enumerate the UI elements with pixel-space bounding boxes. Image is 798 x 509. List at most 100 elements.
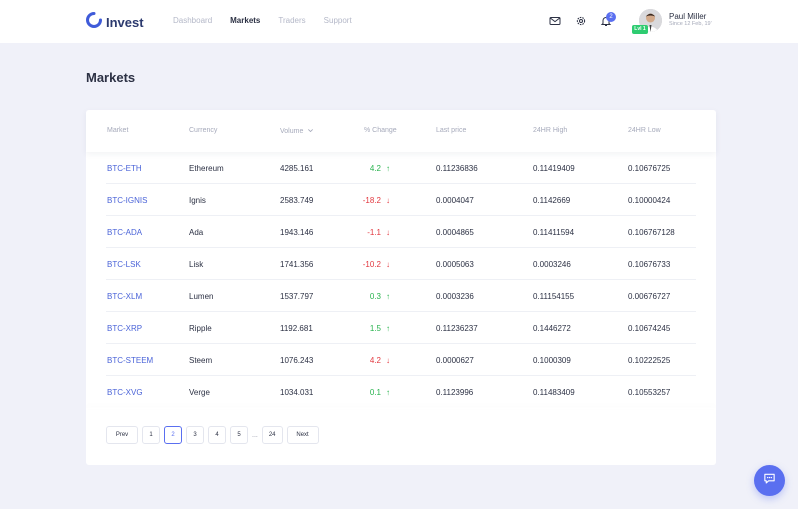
table-header: Market Currency Volume % Change Last pri… <box>86 110 716 152</box>
notification-badge: 2 <box>606 12 616 22</box>
change-cell: -18.2 ↓ <box>349 196 390 205</box>
arrow-up-icon: ↑ <box>386 324 390 333</box>
currency-cell: Ripple <box>189 324 212 333</box>
chevron-down-icon <box>307 127 314 136</box>
column-last-price[interactable]: Last price <box>436 127 467 134</box>
nav-dashboard[interactable]: Dashboard <box>173 16 213 25</box>
column-currency[interactable]: Currency <box>189 127 218 134</box>
market-link[interactable]: BTC-XLM <box>107 292 143 301</box>
low-cell: 0.10222525 <box>628 356 671 365</box>
market-link[interactable]: BTC-ADA <box>107 228 143 237</box>
page-button-last[interactable]: 24 <box>261 426 283 444</box>
table-row[interactable]: BTC-XVG Verge 1034.031 0.1 ↑ 0.1123996 0.… <box>106 376 696 408</box>
change-value: 4.2 <box>369 164 381 173</box>
page-button-4[interactable]: 4 <box>208 426 226 444</box>
market-link[interactable]: BTC-XVG <box>107 388 143 397</box>
high-cell: 0.11154155 <box>533 292 575 301</box>
market-link[interactable]: BTC-STEEM <box>107 356 154 365</box>
column-24hr-high[interactable]: 24HR High <box>533 127 568 134</box>
user-since: Since 12 Feb, 19' <box>669 21 712 27</box>
level-badge: Lvl 1 <box>632 25 648 34</box>
top-bar: Invest Dashboard Markets Traders Support… <box>0 0 798 43</box>
table-row[interactable]: BTC-ETH Ethereum 4285.161 4.2 ↑ 0.1123683… <box>106 152 696 184</box>
prev-page-button[interactable]: Prev <box>106 426 138 444</box>
arrow-up-icon: ↑ <box>386 164 390 173</box>
low-cell: 0.106767128 <box>628 228 675 237</box>
nav-support[interactable]: Support <box>323 16 352 25</box>
last-price-cell: 0.0004865 <box>436 228 474 237</box>
low-cell: 0.10553257 <box>628 388 671 397</box>
table-row[interactable]: BTC-LSK Lisk 1741.356 -10.2 ↓ 0.0005063 0… <box>106 248 696 280</box>
change-value: 0.3 <box>369 292 381 301</box>
change-cell: -10.2 ↓ <box>349 260 390 269</box>
chat-button[interactable] <box>754 465 785 496</box>
last-price-cell: 0.11236237 <box>436 324 478 333</box>
table-row[interactable]: BTC-XLM Lumen 1537.797 0.3 ↑ 0.0003236 0.… <box>106 280 696 312</box>
table-row[interactable]: BTC-STEEM Steem 1076.243 4.2 ↓ 0.0000627 … <box>106 344 696 376</box>
arrow-down-icon: ↓ <box>386 260 390 269</box>
brand-logo[interactable]: Invest <box>86 12 144 33</box>
main-nav: Dashboard Markets Traders Support <box>173 16 370 25</box>
change-cell: 4.2 ↓ <box>349 356 390 365</box>
market-link[interactable]: BTC-IGNIS <box>107 196 148 205</box>
column-volume-label: Volume <box>280 128 304 135</box>
last-price-cell: 0.0005063 <box>436 260 474 269</box>
change-value: 4.2 <box>369 356 381 365</box>
page-button-2[interactable]: 2 <box>164 426 182 444</box>
high-cell: 0.11483409 <box>533 388 575 397</box>
arrow-up-icon: ↑ <box>386 388 390 397</box>
change-cell: 0.3 ↑ <box>349 292 390 301</box>
arrow-down-icon: ↓ <box>386 356 390 365</box>
page-button-1[interactable]: 1 <box>142 426 160 444</box>
mail-icon[interactable] <box>549 15 561 27</box>
currency-cell: Lisk <box>189 260 204 269</box>
volume-cell: 4285.161 <box>280 164 314 173</box>
chat-bubble-icon <box>763 472 776 490</box>
table-row[interactable]: BTC-ADA Ada 1943.146 -1.1 ↓ 0.0004865 0.1… <box>106 216 696 248</box>
currency-cell: Ada <box>189 228 204 237</box>
page-button-3[interactable]: 3 <box>186 426 204 444</box>
low-cell: 0.10000424 <box>628 196 671 205</box>
table-row[interactable]: BTC-XRP Ripple 1192.681 1.5 ↑ 0.11236237 … <box>106 312 696 344</box>
column-volume[interactable]: Volume <box>280 127 314 136</box>
last-price-cell: 0.1123996 <box>436 388 474 397</box>
column-change[interactable]: % Change <box>364 127 397 134</box>
market-link[interactable]: BTC-ETH <box>107 164 142 173</box>
last-price-cell: 0.11236836 <box>436 164 478 173</box>
nav-traders[interactable]: Traders <box>278 16 306 25</box>
change-value: 0.1 <box>369 388 381 397</box>
market-link[interactable]: BTC-LSK <box>107 260 141 269</box>
arrow-down-icon: ↓ <box>386 196 390 205</box>
low-cell: 0.10676733 <box>628 260 671 269</box>
volume-cell: 1741.356 <box>280 260 314 269</box>
high-cell: 0.1142669 <box>533 196 571 205</box>
change-value: -18.2 <box>362 196 381 205</box>
volume-cell: 1943.146 <box>280 228 314 237</box>
nav-markets[interactable]: Markets <box>230 16 261 25</box>
page-button-5[interactable]: 5 <box>230 426 248 444</box>
arrow-down-icon: ↓ <box>386 228 390 237</box>
currency-cell: Steem <box>189 356 213 365</box>
user-name[interactable]: Paul Miller <box>669 12 707 21</box>
currency-cell: Ignis <box>189 196 206 205</box>
column-24hr-low[interactable]: 24HR Low <box>628 127 661 134</box>
change-cell: -1.1 ↓ <box>349 228 390 237</box>
pagination-ellipsis: ... <box>252 431 258 439</box>
next-page-button[interactable]: Next <box>286 426 319 444</box>
last-price-cell: 0.0000627 <box>436 356 474 365</box>
low-cell: 0.10676725 <box>628 164 671 173</box>
change-cell: 1.5 ↑ <box>349 324 390 333</box>
high-cell: 0.1000309 <box>533 356 571 365</box>
table-row[interactable]: BTC-IGNIS Ignis 2583.749 -18.2 ↓ 0.000404… <box>106 184 696 216</box>
brand-name: Invest <box>106 15 144 30</box>
arrow-up-icon: ↑ <box>386 292 390 301</box>
high-cell: 0.11411594 <box>533 228 575 237</box>
last-price-cell: 0.0003236 <box>436 292 474 301</box>
change-cell: 4.2 ↑ <box>349 164 390 173</box>
markets-card: Market Currency Volume % Change Last pri… <box>86 110 716 465</box>
low-cell: 0.10674245 <box>628 324 671 333</box>
gear-icon[interactable] <box>575 15 587 27</box>
pagination: Prev 1 2 3 4 5 ... 24 Next <box>106 426 323 444</box>
market-link[interactable]: BTC-XRP <box>107 324 143 333</box>
column-market[interactable]: Market <box>107 127 129 134</box>
